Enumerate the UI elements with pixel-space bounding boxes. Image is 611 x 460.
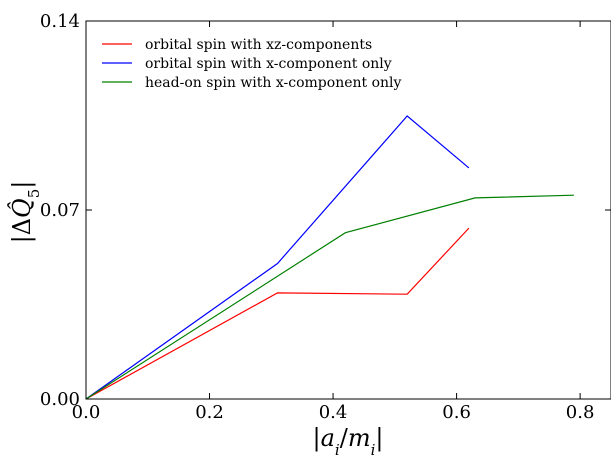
y-tick-label: 0.00 xyxy=(40,389,80,410)
x-tick-label: 0.4 xyxy=(319,402,348,423)
series-line-1 xyxy=(85,115,470,400)
x-tick-label: 0.6 xyxy=(442,402,471,423)
legend-entry-1: orbital spin with x-component only xyxy=(145,56,392,72)
x-tick-label: 0.0 xyxy=(72,402,101,423)
series-layer xyxy=(85,115,574,400)
x-tick-label: 0.8 xyxy=(566,402,595,423)
series-line-2 xyxy=(85,194,574,400)
y-axis-label: |ΔQ̂5| xyxy=(8,181,43,244)
y-tick-label: 0.07 xyxy=(40,200,80,221)
svg-text:|ΔQ̂5|: |ΔQ̂5| xyxy=(8,181,43,244)
x-tick-label: 0.2 xyxy=(195,402,224,423)
legend-entry-2: head-on spin with x-component only xyxy=(145,75,402,91)
x-axis-label: |ai/mi| xyxy=(313,424,384,456)
y-tick-label: 0.14 xyxy=(40,11,80,32)
series-line-0 xyxy=(85,227,470,400)
tick-layer: 0.0 0.2 0.4 0.6 0.8 0.00 0.07 0.14 xyxy=(40,11,611,423)
legend: orbital spin with xz-components orbital s… xyxy=(102,37,402,91)
legend-entry-0: orbital spin with xz-components xyxy=(145,37,372,53)
